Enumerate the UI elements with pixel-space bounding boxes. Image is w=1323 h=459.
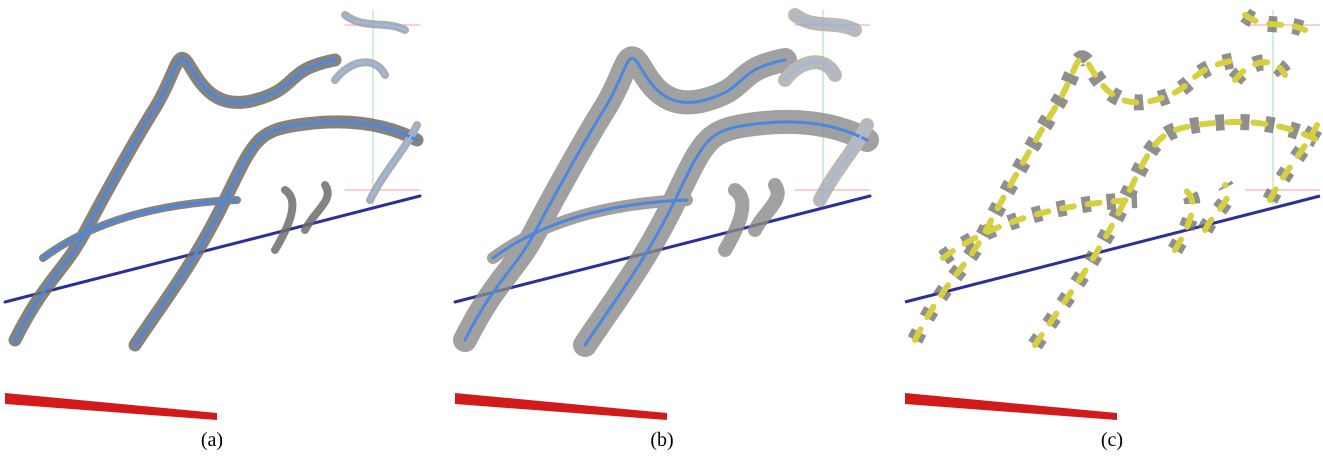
panel-a bbox=[3, 8, 420, 422]
streamlines bbox=[463, 14, 869, 347]
panel-b bbox=[455, 10, 870, 422]
caption: (b) bbox=[650, 429, 673, 451]
cylinders bbox=[915, 15, 1317, 345]
panel-c bbox=[903, 10, 1320, 422]
caption: (c) bbox=[1101, 429, 1123, 451]
streamlines bbox=[13, 14, 419, 347]
caption: (a) bbox=[201, 429, 223, 451]
